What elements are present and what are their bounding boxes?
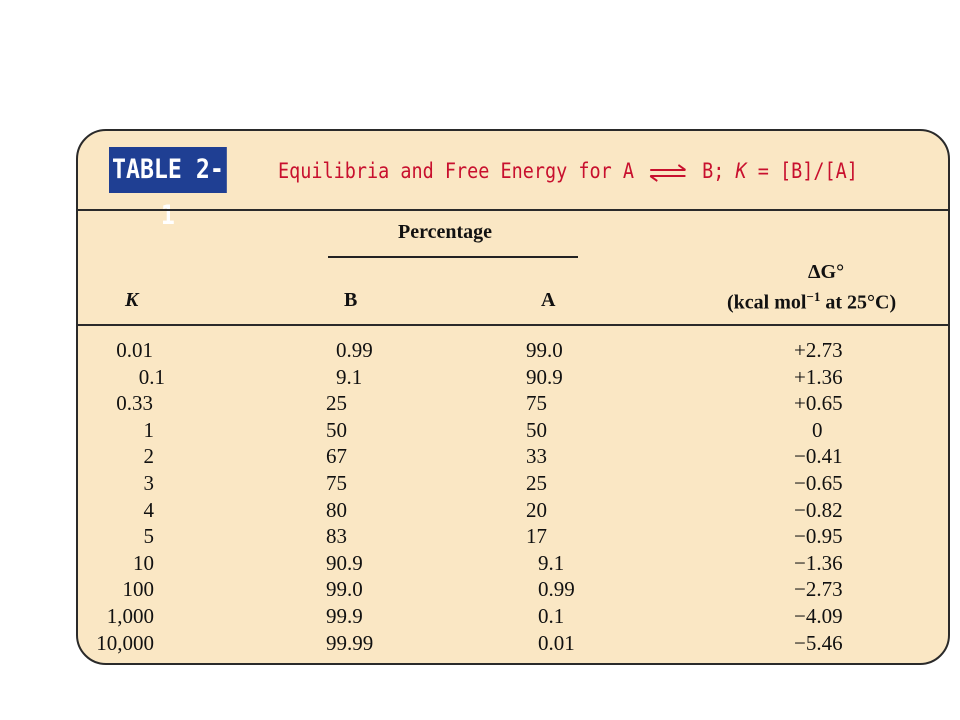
title-suffix-b: B; [702,159,736,183]
cell-k: 1,000 [106,603,154,628]
cell-b: 90.9 [326,550,363,575]
table-row: 2 67 33 −0.41 [78,443,948,470]
table-row: 3 75 25 −0.65 [78,470,948,497]
cell-a: 0.1 [538,603,565,628]
cell-delta-g: 0 [812,417,823,442]
title-suffix-ratio: = [B]/[A] [746,159,858,183]
table-card: TABLE 2-1 Equilibria and Free Energy for… [76,129,950,665]
cell-k: 2 [143,444,155,469]
table-row: 4 80 20 −0.82 [78,497,948,524]
cell-k: 10,000 [96,630,154,655]
header-top-rule [78,209,948,211]
cell-b: 75 [326,470,347,495]
column-header-k: K [125,289,139,311]
table-row: 5 83 17 −0.95 [78,523,948,550]
cell-delta-g: −0.82 [794,497,843,522]
cell-k: 0.1 [138,364,165,389]
title-prefix: Equilibria and Free Energy for A [278,159,635,183]
cell-b: 99.99 [326,630,374,655]
cell-b: 9.1 [336,364,363,389]
table-row: 0.33 25 75 +0.65 [78,390,948,417]
cell-a: 17 [526,524,547,549]
cell-k: 4 [143,497,155,522]
cell-a: 75 [526,391,547,416]
cell-b: 99.0 [326,577,363,602]
cell-delta-g: +2.73 [794,338,843,362]
column-header-b: B [344,289,358,311]
cell-k: 10 [133,550,154,575]
table-row: 10 90.9 9.1 −1.36 [78,550,948,577]
cell-delta-g: −4.09 [794,603,843,628]
table-row: 1 50 50 0 [78,417,948,444]
cell-b: 25 [326,391,347,416]
equilibrium-arrow-icon [649,162,688,182]
table-row: 0.1 9.1 90.9 +1.36 [78,364,948,391]
cell-a: 25 [526,470,547,495]
cell-a: 33 [526,444,547,469]
column-header-delta-g-units: (kcal mol−1 at 25°C) [727,289,897,314]
cell-b: 83 [326,524,347,549]
table-row: 0.01 0.99 99.0 +2.73 [78,337,948,364]
cell-k: 0.33 [116,391,153,416]
cell-b: 0.99 [336,338,373,362]
cell-delta-g: −5.46 [794,630,843,655]
cell-a: 0.01 [538,630,575,655]
cell-delta-g: −0.41 [794,444,843,469]
cell-b: 50 [326,417,347,442]
table-body: 0.01 0.99 99.0 +2.73 0.1 9.1 90.9 +1.36 … [78,337,948,656]
cell-delta-g: −0.65 [794,470,843,495]
percentage-header: Percentage [398,221,493,243]
cell-delta-g: +0.65 [794,391,843,416]
table-row: 1,000 99.9 0.1 −4.09 [78,603,948,630]
table-number-badge: TABLE 2-1 [109,147,227,231]
cell-a: 99.0 [526,338,563,362]
header-bottom-rule [78,324,948,326]
title-k-symbol: K [735,159,747,183]
cell-k: 3 [143,470,155,495]
cell-k: 5 [143,524,155,549]
cell-a: 90.9 [526,364,563,389]
cell-b: 99.9 [326,603,363,628]
cell-k: 1 [143,417,155,442]
cell-a: 0.99 [538,577,575,602]
cell-delta-g: −0.95 [794,524,843,549]
cell-a: 50 [526,417,547,442]
cell-a: 9.1 [538,550,565,575]
cell-delta-g: +1.36 [794,364,843,389]
table-row: 100 99.0 0.99 −2.73 [78,576,948,603]
cell-delta-g: −2.73 [794,577,843,602]
cell-delta-g: −1.36 [794,550,843,575]
column-header-a: A [541,289,556,311]
cell-b: 67 [326,444,347,469]
cell-a: 20 [526,497,547,522]
cell-k: 0.01 [116,338,153,362]
percentage-underline [328,256,578,258]
table-row: 10,000 99.99 0.01 −5.46 [78,630,948,657]
cell-k: 100 [122,577,155,602]
column-header-delta-g: ΔG° [808,261,845,283]
table-title: Equilibria and Free Energy for A B; K = … [278,157,858,185]
cell-b: 80 [326,497,347,522]
